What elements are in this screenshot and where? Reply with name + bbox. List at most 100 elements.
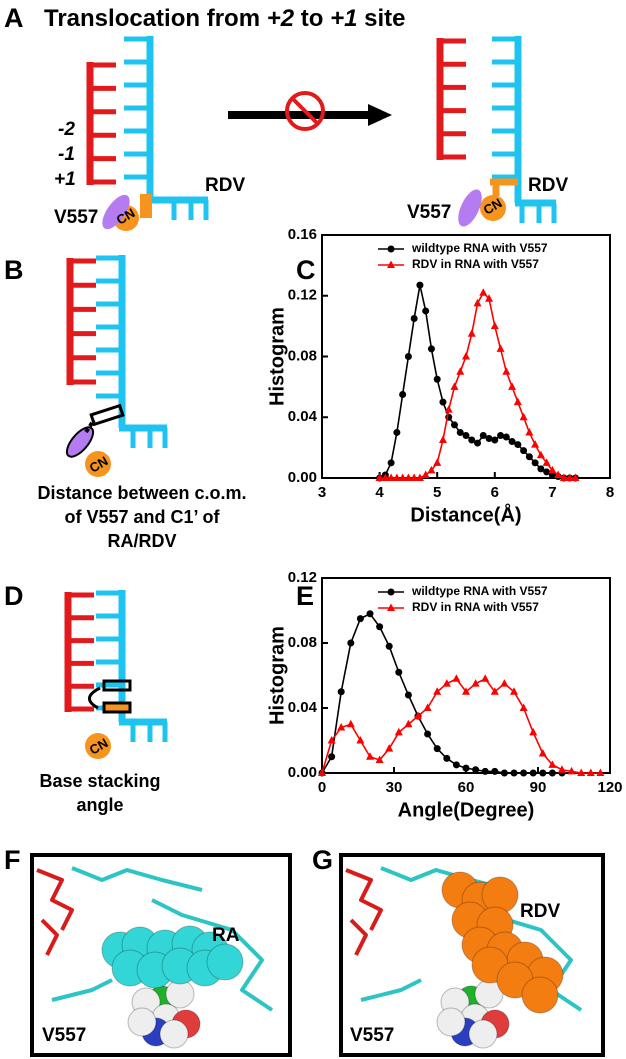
title-part: site [357,5,405,32]
data-point [520,769,528,777]
data-point [394,727,403,736]
data-point [565,473,574,481]
data-point [539,769,547,777]
data-point [467,329,476,337]
caption: of V557 and C1’ of [64,507,220,527]
title-part: Translocation from [44,5,267,32]
data-point [387,473,396,481]
panel-label: C [296,255,316,285]
data-point [415,473,424,481]
no-sign [285,91,325,131]
x-tick-label: 60 [458,779,475,796]
caption: angle [76,795,123,815]
data-point [559,473,568,481]
data-point [456,367,465,375]
molecular-render [36,866,583,1049]
title-part: +1 [330,5,357,32]
data-point [479,431,487,439]
diagrams [64,36,557,759]
panel-title: Translocation from +2 to +1 site [44,5,405,32]
y-tick-label: 0.00 [288,469,317,486]
data-point [328,753,336,761]
data-point [531,459,539,467]
data-point [399,390,407,398]
data-point [442,679,451,687]
data-point [548,760,557,768]
data-point [318,768,326,776]
data-point [346,719,355,728]
x-tick-label: 90 [530,779,547,796]
residue [102,194,130,230]
data-point [421,470,430,478]
data-point [452,674,461,682]
atom [206,943,244,981]
data-point [385,744,394,752]
data-point [381,473,390,481]
data-point [479,288,488,296]
atom [127,1007,157,1037]
data-point [513,397,522,406]
data-point [485,435,493,443]
x-tick-label: 120 [597,779,622,796]
arrow-head [368,104,392,126]
data-point [438,435,447,444]
data-point [510,769,518,777]
legend-label: wildtype RNA with V557 [411,241,548,255]
data-point [450,382,459,390]
data-point [567,766,576,775]
ligand-label: RDV [528,175,568,196]
x-tick-label: 6 [491,484,499,501]
y-tick-label: 0.12 [288,569,317,586]
data-point [398,473,407,481]
data-point [462,687,470,695]
atom [436,1007,466,1037]
data-point [542,458,551,466]
data-point [508,438,516,446]
data-point [525,427,534,436]
data-point [554,470,563,478]
data-point [490,321,499,330]
data-point [473,298,482,307]
data-point [444,405,453,413]
data-point [510,687,518,695]
data-point [491,767,499,775]
bond [40,918,59,956]
series-line [379,291,576,479]
x-tick-label: 5 [433,484,441,501]
ligand-base [89,403,125,427]
atom [159,1019,189,1049]
data-point [472,766,480,774]
data-point [481,674,490,682]
panel-label: E [296,581,314,611]
atom [468,1019,498,1049]
data-point [356,736,365,744]
legend-label: wildtype RNA with V557 [411,584,548,598]
data-point [485,294,494,302]
structure-label: V557 [42,1025,86,1046]
residue-label: V557 [54,207,98,228]
x-tick-label: 4 [375,484,384,501]
data-point [416,281,424,289]
data-point [356,615,364,623]
ligand-base [102,701,132,714]
y-axis-label: Histogram [266,626,288,725]
data-point [586,768,595,776]
panel-label: D [4,581,24,611]
residue [65,426,95,458]
ligand-group [85,733,111,759]
data-point [452,761,460,769]
bond [349,918,368,956]
ligand-group [480,195,506,221]
data-point [502,367,511,375]
ligand-base [140,194,152,218]
panel-label: F [4,845,21,875]
data-point [558,765,566,773]
y-tick-label: 0.12 [288,287,317,304]
x-tick-label: 8 [606,484,614,501]
y-tick-label: 0.08 [288,634,317,651]
data-point [450,421,458,429]
data-point [395,668,403,676]
ligand-label: RDV [205,175,245,196]
distance [84,418,96,434]
